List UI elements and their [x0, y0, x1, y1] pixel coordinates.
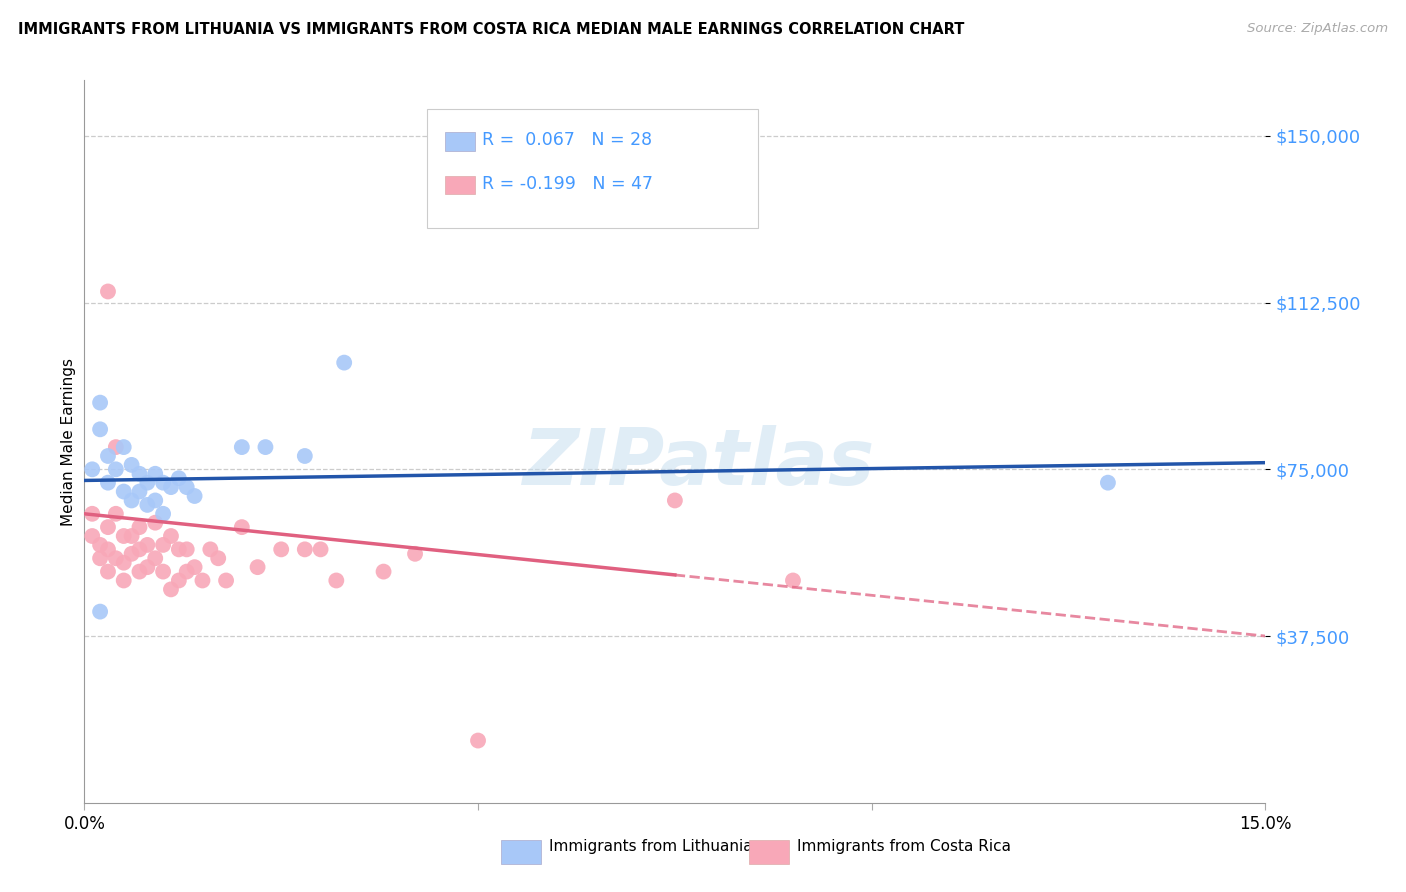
Point — [294, 449, 316, 463]
Point — [97, 542, 120, 557]
FancyBboxPatch shape — [444, 132, 475, 151]
Point — [404, 547, 426, 561]
Point — [254, 440, 277, 454]
FancyBboxPatch shape — [502, 839, 541, 864]
Point — [160, 582, 183, 597]
Point — [143, 516, 166, 530]
Point — [82, 462, 104, 476]
Point — [97, 449, 120, 463]
Point — [128, 542, 150, 557]
Point — [231, 440, 253, 454]
Point — [143, 551, 166, 566]
Point — [136, 560, 159, 574]
Point — [167, 471, 190, 485]
Point — [167, 542, 190, 557]
Point — [104, 507, 127, 521]
Point — [112, 574, 135, 588]
Point — [128, 467, 150, 481]
Point — [136, 538, 159, 552]
Point — [1097, 475, 1119, 490]
Point — [325, 574, 347, 588]
Text: Source: ZipAtlas.com: Source: ZipAtlas.com — [1247, 22, 1388, 36]
Point — [112, 440, 135, 454]
Point — [191, 574, 214, 588]
Point — [97, 565, 120, 579]
Point — [89, 551, 111, 566]
Point — [183, 489, 205, 503]
Point — [309, 542, 332, 557]
Text: ZIPatlas: ZIPatlas — [523, 425, 875, 501]
Point — [231, 520, 253, 534]
Point — [183, 560, 205, 574]
Point — [97, 285, 120, 299]
Point — [82, 529, 104, 543]
Point — [112, 556, 135, 570]
Point — [152, 475, 174, 490]
FancyBboxPatch shape — [427, 109, 758, 228]
Point — [373, 565, 395, 579]
Text: R =  0.067   N = 28: R = 0.067 N = 28 — [482, 131, 652, 149]
FancyBboxPatch shape — [444, 176, 475, 194]
Point — [121, 529, 143, 543]
Point — [160, 529, 183, 543]
Point — [176, 480, 198, 494]
Point — [176, 565, 198, 579]
Text: Immigrants from Costa Rica: Immigrants from Costa Rica — [797, 838, 1011, 854]
Point — [664, 493, 686, 508]
Point — [89, 605, 111, 619]
Point — [104, 440, 127, 454]
Point — [104, 462, 127, 476]
Point — [136, 498, 159, 512]
Y-axis label: Median Male Earnings: Median Male Earnings — [60, 358, 76, 525]
Point — [89, 538, 111, 552]
Point — [112, 529, 135, 543]
Point — [128, 565, 150, 579]
Point — [121, 458, 143, 472]
Point — [121, 493, 143, 508]
Point — [270, 542, 292, 557]
Point — [467, 733, 489, 747]
Point — [294, 542, 316, 557]
Text: IMMIGRANTS FROM LITHUANIA VS IMMIGRANTS FROM COSTA RICA MEDIAN MALE EARNINGS COR: IMMIGRANTS FROM LITHUANIA VS IMMIGRANTS … — [18, 22, 965, 37]
Point — [246, 560, 269, 574]
Point — [112, 484, 135, 499]
Point — [97, 520, 120, 534]
Text: R = -0.199   N = 47: R = -0.199 N = 47 — [482, 175, 654, 193]
Point — [207, 551, 229, 566]
Point — [121, 547, 143, 561]
Point — [82, 507, 104, 521]
Point — [136, 475, 159, 490]
Point — [152, 507, 174, 521]
Point — [97, 475, 120, 490]
Point — [176, 542, 198, 557]
Point — [200, 542, 222, 557]
Point — [333, 356, 356, 370]
Point — [152, 565, 174, 579]
Point — [782, 574, 804, 588]
Point — [215, 574, 238, 588]
Point — [167, 574, 190, 588]
FancyBboxPatch shape — [749, 839, 789, 864]
Point — [128, 484, 150, 499]
Point — [104, 551, 127, 566]
Point — [160, 480, 183, 494]
Point — [143, 493, 166, 508]
Point — [152, 538, 174, 552]
Point — [128, 520, 150, 534]
Point — [89, 422, 111, 436]
Point — [89, 395, 111, 409]
Text: Immigrants from Lithuania: Immigrants from Lithuania — [548, 838, 752, 854]
Point — [143, 467, 166, 481]
